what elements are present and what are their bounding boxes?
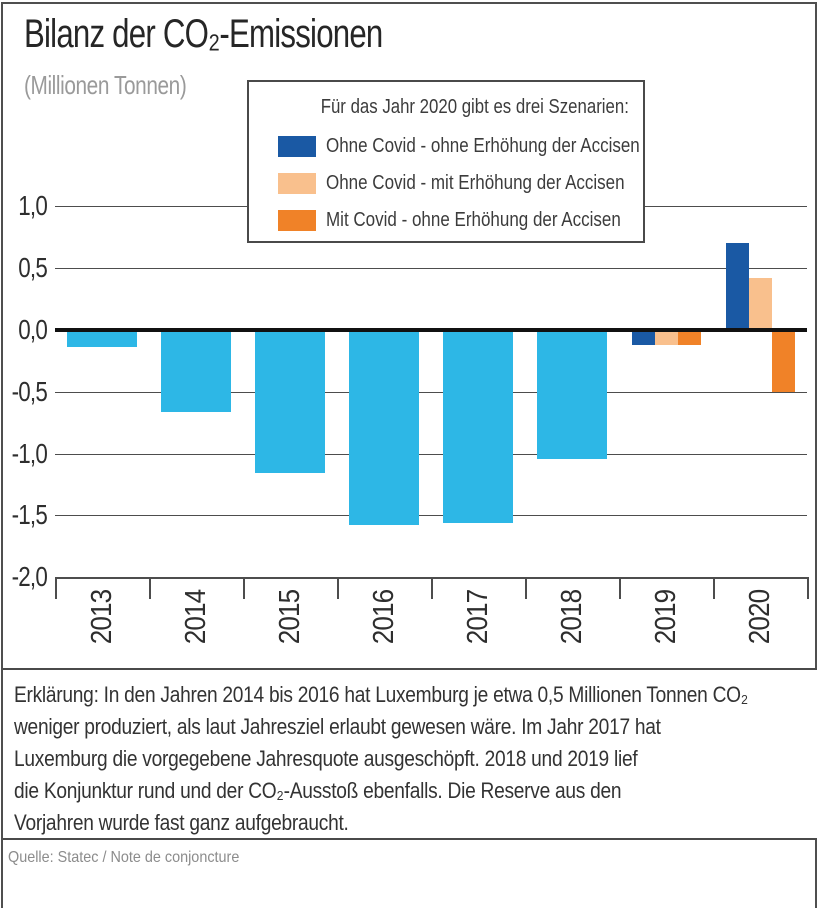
x-axis-tick: [525, 577, 527, 599]
explanation-line: Luxemburg die vorgegebene Jahresquote au…: [14, 746, 638, 771]
explanation-line: weniger produziert, als laut Jahresziel …: [14, 714, 661, 739]
chart-plot: 1,0 0,5 0,0 -0,5 -1,0 -1,5 -2,0 2013 2014 2015 201…: [11, 190, 809, 645]
legend: Für das Jahr 2020 gibt es drei Szenarien…: [247, 80, 645, 243]
x-category-label: 2016: [368, 589, 400, 645]
legend-entry: Ohne Covid - ohne Erhöhung der Accisen: [278, 134, 695, 158]
y-tick-label: 0,5: [18, 252, 48, 284]
x-axis-tick: [337, 577, 339, 599]
x-axis-tick: [619, 577, 621, 599]
legend-entry-label: Mit Covid - ohne Erhöhung der Accisen: [326, 208, 621, 231]
y-tick-label: -1,0: [11, 437, 48, 469]
legend-title: Für das Jahr 2020 gibt es drei Szenarien…: [320, 96, 629, 118]
legend-swatch-peach: [278, 172, 316, 194]
explanation-line: die Konjunktur rund und der CO₂-Ausstoß …: [14, 778, 622, 803]
explanation-box: Erklärung: In den Jahren 2014 bis 2016 h…: [3, 668, 817, 840]
legend-entry: Ohne Covid - mit Erhöhung der Accisen: [278, 171, 677, 195]
bar-2016: [349, 330, 419, 526]
x-axis-tick: [149, 577, 151, 599]
bar-2019-scenario2: [654, 330, 678, 345]
gridline: [55, 268, 807, 270]
source-note: Quelle: Statec / Note de conjoncture: [8, 849, 240, 866]
gridline: [55, 515, 807, 517]
zero-line: [55, 328, 807, 332]
x-category-label: 2015: [274, 589, 306, 645]
bar-2018: [537, 330, 607, 459]
x-axis-tick: [431, 577, 433, 599]
legend-swatch-orange: [278, 209, 316, 231]
bar-2019-scenario1: [631, 330, 655, 345]
y-tick-label: -1,5: [11, 499, 48, 531]
x-category-label: 2013: [86, 589, 118, 645]
page-title: Bilanz der CO₂-Emissionen: [24, 12, 383, 56]
x-axis-tick: [807, 577, 809, 599]
x-axis-tick: [713, 577, 715, 599]
x-category-label: 2019: [650, 589, 682, 645]
bar-2020-scenario1: [725, 243, 749, 330]
bar-2017: [443, 330, 513, 523]
x-axis-tick: [243, 577, 245, 599]
y-tick-label: 1,0: [18, 190, 48, 222]
gridline: [55, 453, 807, 455]
x-category-label: 2020: [744, 589, 776, 645]
bar-2014: [161, 330, 231, 412]
y-tick-label: -0,5: [11, 375, 48, 407]
explanation-line: Erklärung: In den Jahren 2014 bis 2016 h…: [14, 682, 748, 707]
x-category-label: 2014: [180, 589, 212, 645]
bar-2015: [255, 330, 325, 474]
bar-2019-scenario3: [677, 330, 701, 345]
explanation-line: Vorjahren wurde fast ganz aufgebraucht.: [14, 810, 349, 835]
bar-2020-scenario3: [771, 330, 795, 392]
bar-2020-scenario2: [748, 278, 772, 330]
x-category-label: 2018: [556, 589, 588, 645]
y-tick-label: 0,0: [18, 314, 48, 345]
gridline: [55, 391, 807, 393]
legend-entry: Mit Covid - ohne Erhöhung der Accisen: [278, 208, 673, 232]
x-axis-tick: [55, 577, 57, 599]
legend-swatch-dark-blue: [278, 135, 316, 157]
bar-2013: [67, 330, 137, 348]
x-category-label: 2017: [462, 589, 494, 645]
legend-entry-label: Ohne Covid - mit Erhöhung der Accisen: [326, 171, 625, 194]
legend-entry-label: Ohne Covid - ohne Erhöhung der Accisen: [326, 134, 640, 157]
chart-subtitle: (Millionen Tonnen): [24, 70, 187, 100]
y-tick-label: -2,0: [11, 561, 48, 593]
